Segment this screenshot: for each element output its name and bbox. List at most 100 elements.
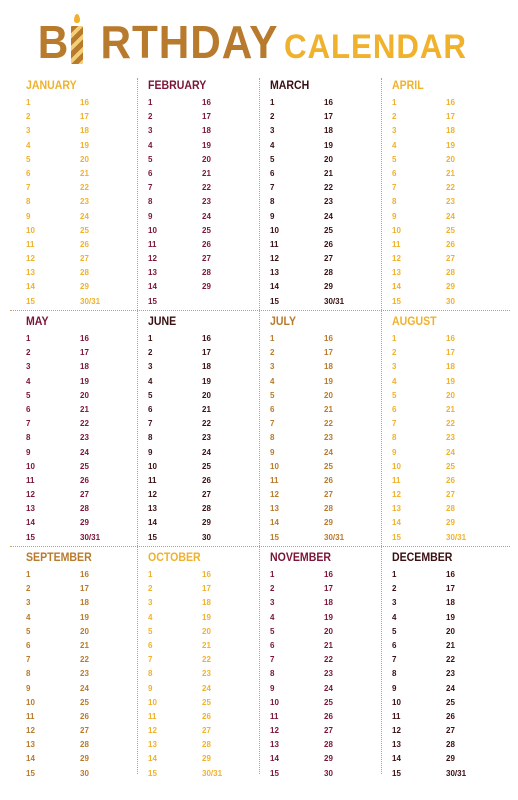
day-entry: 29 (446, 282, 455, 292)
day-entry: 27 (80, 490, 89, 500)
day-entry: 5 (148, 154, 153, 164)
day-column-left: 1 2 3 4 5 6 7 8 9 10 11 12 13 14 15 (26, 332, 35, 545)
day-entry: 9 (148, 447, 153, 457)
day-entry: 28 (202, 740, 211, 750)
day-entry: 5 (270, 154, 275, 164)
day-entry: 4 (148, 140, 153, 150)
day-entry: 13 (270, 504, 279, 514)
day-column-right: 16 17 18 19 20 21 22 23 24 25 26 27 28 29 30 (324, 568, 333, 781)
day-entry: 11 (148, 475, 157, 485)
day-entry: 9 (148, 211, 153, 221)
day-entry: 19 (446, 376, 455, 386)
day-entry: 4 (392, 376, 397, 386)
month-name: AUGUST (392, 314, 437, 328)
day-entry: 1 (270, 570, 275, 579)
day-entry: 3 (392, 126, 397, 136)
day-entry: 4 (26, 612, 31, 622)
month-name: FEBRUARY (148, 78, 207, 92)
day-entry: 1 (270, 98, 275, 107)
day-entry: 8 (26, 433, 31, 443)
day-entry: 20 (446, 626, 455, 636)
day-column-right: 16 17 18 19 20 21 22 23 24 25 26 27 28 29 30/31 (324, 96, 344, 309)
day-entry: 28 (446, 504, 455, 514)
day-entry: 20 (80, 154, 89, 164)
day-entry: 9 (392, 683, 397, 693)
day-entry: 28 (80, 740, 89, 750)
day-entry: 27 (446, 254, 455, 264)
day-entry: 3 (148, 598, 153, 608)
day-entry: 5 (148, 626, 153, 636)
day-entry: 17 (324, 584, 333, 594)
day-entry: 7 (392, 655, 397, 665)
day-entry: 2 (270, 112, 275, 122)
candle-icon (71, 14, 83, 64)
day-entry: 5 (270, 626, 275, 636)
day-entry: 3 (270, 598, 275, 608)
day-entry: 16 (446, 98, 455, 107)
day-entry: 23 (80, 197, 89, 207)
day-entry: 28 (324, 504, 333, 514)
day-entry: 4 (270, 612, 275, 622)
day-entry: 23 (446, 197, 455, 207)
day-entry: 15 (148, 532, 157, 542)
day-entry: 20 (202, 390, 211, 400)
day-entry: 11 (392, 711, 401, 721)
day-entry: 10 (26, 697, 35, 707)
day-entry: 22 (80, 183, 89, 193)
day-entry: 24 (446, 211, 455, 221)
day-entry: 5 (392, 154, 397, 164)
day-entry: 6 (148, 404, 153, 414)
day-entry: 2 (270, 348, 275, 358)
month-name: OCTOBER (148, 550, 201, 564)
day-entry: 10 (26, 461, 35, 471)
day-entry: 12 (392, 726, 401, 736)
day-entry: 21 (324, 168, 333, 178)
day-entry: 9 (26, 447, 31, 457)
title-birthday-start: B (37, 16, 69, 68)
day-entry: 3 (148, 362, 153, 372)
day-entry: 6 (148, 640, 153, 650)
day-entry: 23 (446, 433, 455, 443)
day-entry: 1 (26, 570, 31, 579)
day-entry: 8 (270, 197, 275, 207)
day-entry: 18 (80, 598, 89, 608)
day-entry: 18 (446, 598, 455, 608)
day-entry: 21 (324, 640, 333, 650)
day-entry: 3 (392, 598, 397, 608)
day-entry: 12 (270, 726, 279, 736)
day-entry: 14 (392, 518, 401, 528)
day-column-left: 1 2 3 4 5 6 7 8 9 10 11 12 13 14 15 (270, 568, 279, 781)
month-may: MAY 1 2 3 4 5 6 7 8 9 10 11 12 13 14 15 16 17 18 19 20 21 22 23… (18, 314, 142, 550)
day-entry: 10 (148, 697, 157, 707)
month-november: NOVEMBER 1 2 3 4 5 6 7 8 9 10 11 12 13 14 15 16 17 18 19 20 2… (262, 550, 386, 786)
day-entry: 24 (202, 211, 211, 221)
day-entry: 26 (446, 239, 455, 249)
day-entry: 29 (324, 282, 333, 292)
day-column-left: 1 2 3 4 5 6 7 8 9 10 11 12 13 14 15 (392, 568, 401, 781)
day-entry: 26 (202, 711, 211, 721)
day-entry: 13 (270, 268, 279, 278)
day-entry: 22 (202, 419, 211, 429)
day-entry: 14 (148, 754, 157, 764)
day-entry: 1 (148, 98, 153, 107)
day-entry: 24 (324, 683, 333, 693)
month-name: NOVEMBER (270, 550, 332, 564)
day-entry: 21 (446, 404, 455, 414)
day-entry: 10 (392, 225, 401, 235)
month-april: APRIL 1 2 3 4 5 6 7 8 9 10 11 12 13 14 15 16 17 18 19 20 21 22… (384, 78, 508, 314)
day-entry: 18 (202, 362, 211, 372)
day-entry: 3 (270, 126, 275, 136)
day-entry: 15 (26, 768, 35, 778)
day-entry: 26 (324, 475, 333, 485)
day-entry: 21 (80, 404, 89, 414)
day-entry: 19 (202, 140, 211, 150)
day-entry: 6 (392, 404, 397, 414)
title-calendar: CALENDAR (284, 28, 468, 66)
day-entry: 17 (80, 348, 89, 358)
day-entry: 5 (26, 154, 31, 164)
day-entry: 8 (392, 669, 397, 679)
day-entry: 25 (446, 697, 455, 707)
month-september: SEPTEMBER 1 2 3 4 5 6 7 8 9 10 11 12 13 14 15 16 17 18 19 20… (18, 550, 142, 786)
day-entry: 4 (270, 376, 275, 386)
day-entry: 9 (392, 211, 397, 221)
